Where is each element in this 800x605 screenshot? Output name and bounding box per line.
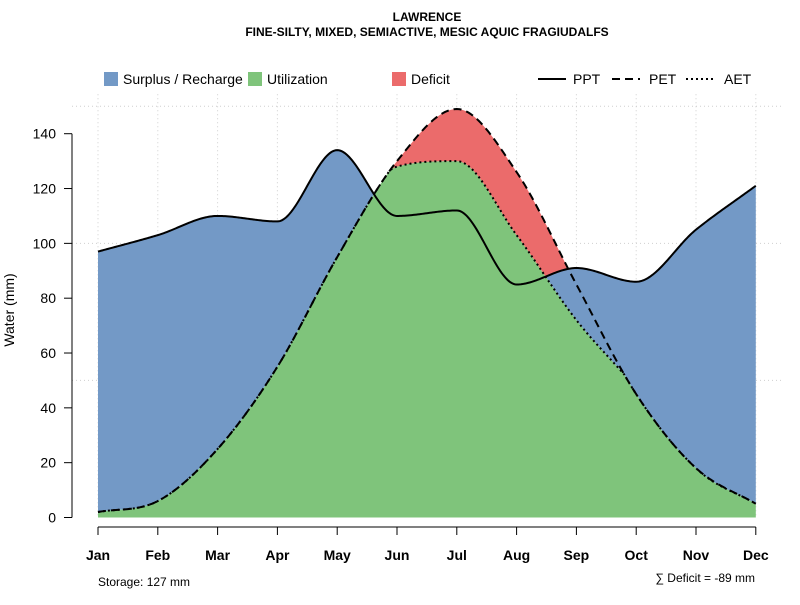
axes [71,133,756,528]
y-tick-label: 0 [48,510,56,526]
storage-note: Storage: 127 mm [98,575,190,589]
y-tick-label: 20 [40,455,56,471]
chart-subtitle: FINE-SILTY, MIXED, SEMIACTIVE, MESIC AQU… [245,25,608,39]
x-tick-label: Feb [145,547,170,563]
legend-label-deficit: Deficit [411,71,450,87]
pet-line [97,108,757,514]
y-tick-label: 80 [40,290,56,306]
aet-line [97,160,757,514]
x-tick-label: Sep [564,547,590,563]
legend-label-pet: PET [649,71,677,87]
legend-swatch-utilization [248,72,262,86]
x-tick-label: Mar [205,547,230,563]
legend-swatch-deficit [392,72,406,86]
legend-label-utilization: Utilization [267,71,328,87]
x-tick-label: Aug [503,547,530,563]
x-tick-label: Oct [625,547,649,563]
x-tick-label: Jan [86,547,110,563]
utilization-area [98,161,756,518]
legend-label-surplus: Surplus / Recharge [123,71,243,87]
y-axis-label: Water (mm) [1,273,17,346]
x-tick-label: Dec [743,547,769,563]
x-tick-label: Jul [447,547,467,563]
y-tick-label: 120 [33,181,57,197]
y-tick-label: 100 [33,235,57,251]
legend: Surplus / Recharge Utilization Deficit P… [104,71,752,87]
surplus-area [98,150,756,513]
x-tick-label: Apr [265,547,290,563]
y-tick-label: 140 [33,126,57,142]
legend-swatch-surplus [104,72,118,86]
legend-label-aet: AET [724,71,752,87]
legend-label-ppt: PPT [573,71,601,87]
y-tick-label: 40 [40,400,56,416]
x-tick-label: Jun [385,547,410,563]
chart-title: LAWRENCE [393,10,462,24]
x-tick-label: Nov [683,547,710,563]
plot-area: 0 20 40 60 80 100 120 140 Jan Feb Mar Apr May Jun Jul A… [33,94,782,563]
x-tick-label: May [324,547,351,563]
y-tick-label: 60 [40,345,56,361]
ppt-line [97,149,757,286]
deficit-note: ∑ Deficit = -89 mm [655,571,755,585]
